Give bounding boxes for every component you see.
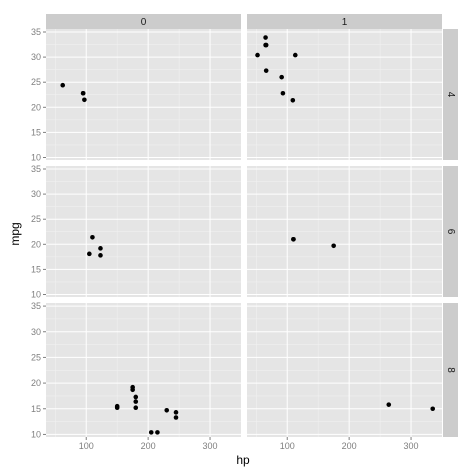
data-point: [130, 384, 135, 390]
facet-label: 8: [445, 367, 456, 373]
data-point: [279, 74, 284, 80]
data-point: [173, 415, 179, 420]
facet-label: 1: [342, 17, 348, 28]
x-tick-label: 200: [342, 441, 357, 451]
x-tick-label: 100: [280, 441, 295, 451]
data-point: [164, 408, 170, 413]
data-point: [263, 42, 269, 48]
data-point: [255, 52, 260, 58]
facet-strip-top: [46, 14, 241, 29]
panel-background: [247, 29, 442, 160]
data-point: [263, 35, 268, 40]
facet-strip-top: [247, 14, 442, 29]
facet-strip-right: [443, 303, 458, 437]
data-point: [114, 405, 120, 411]
data-point: [98, 246, 103, 251]
facet-strip-right: [443, 166, 458, 297]
data-point: [291, 236, 296, 242]
y-axis-title: mpg: [8, 222, 22, 245]
data-point: [331, 243, 336, 249]
x-tick-label: 100: [79, 441, 94, 451]
data-point: [292, 52, 298, 58]
data-point: [80, 90, 86, 96]
data-point: [280, 90, 286, 96]
y-tick-label: 15: [31, 404, 41, 414]
y-tick-label: 15: [31, 127, 41, 137]
y-tick-label: 10: [31, 289, 41, 299]
facet-label: 6: [445, 229, 456, 235]
panel-background: [46, 303, 241, 437]
x-tick-label: 200: [141, 441, 156, 451]
data-point: [87, 251, 92, 257]
data-point: [82, 97, 87, 103]
data-point: [155, 430, 160, 435]
panel-background: [247, 303, 442, 437]
x-axis-title: hp: [236, 453, 250, 467]
facet-strip-right: [443, 29, 458, 160]
data-point: [133, 399, 139, 404]
x-tick-label: 300: [203, 441, 218, 451]
y-tick-label: 10: [31, 152, 41, 162]
y-tick-label: 30: [31, 327, 41, 337]
data-point: [90, 234, 95, 240]
y-tick-label: 35: [31, 164, 41, 174]
data-point: [148, 430, 154, 435]
y-tick-label: 10: [31, 429, 41, 439]
y-tick-label: 35: [31, 301, 41, 311]
y-tick-label: 30: [31, 189, 41, 199]
y-tick-label: 20: [31, 102, 41, 112]
y-tick-label: 25: [31, 214, 41, 224]
data-point: [98, 253, 103, 258]
y-tick-label: 25: [31, 352, 41, 362]
data-point: [430, 406, 436, 412]
x-tick-label: 300: [404, 441, 419, 451]
y-tick-label: 15: [31, 264, 41, 274]
panel-background: [46, 29, 241, 160]
panel-background: [247, 166, 442, 297]
data-point: [290, 97, 296, 103]
y-tick-label: 25: [31, 77, 41, 87]
data-point: [173, 410, 179, 415]
y-tick-label: 20: [31, 239, 41, 249]
facet-label: 4: [445, 92, 456, 98]
data-point: [133, 394, 139, 400]
y-tick-label: 35: [31, 27, 41, 37]
data-point: [133, 405, 139, 411]
y-tick-label: 20: [31, 378, 41, 388]
data-point: [60, 82, 66, 88]
panel-background: [46, 166, 241, 297]
data-point: [263, 68, 269, 73]
y-tick-label: 30: [31, 52, 41, 62]
facet-label: 0: [141, 17, 147, 28]
data-point: [386, 402, 392, 407]
